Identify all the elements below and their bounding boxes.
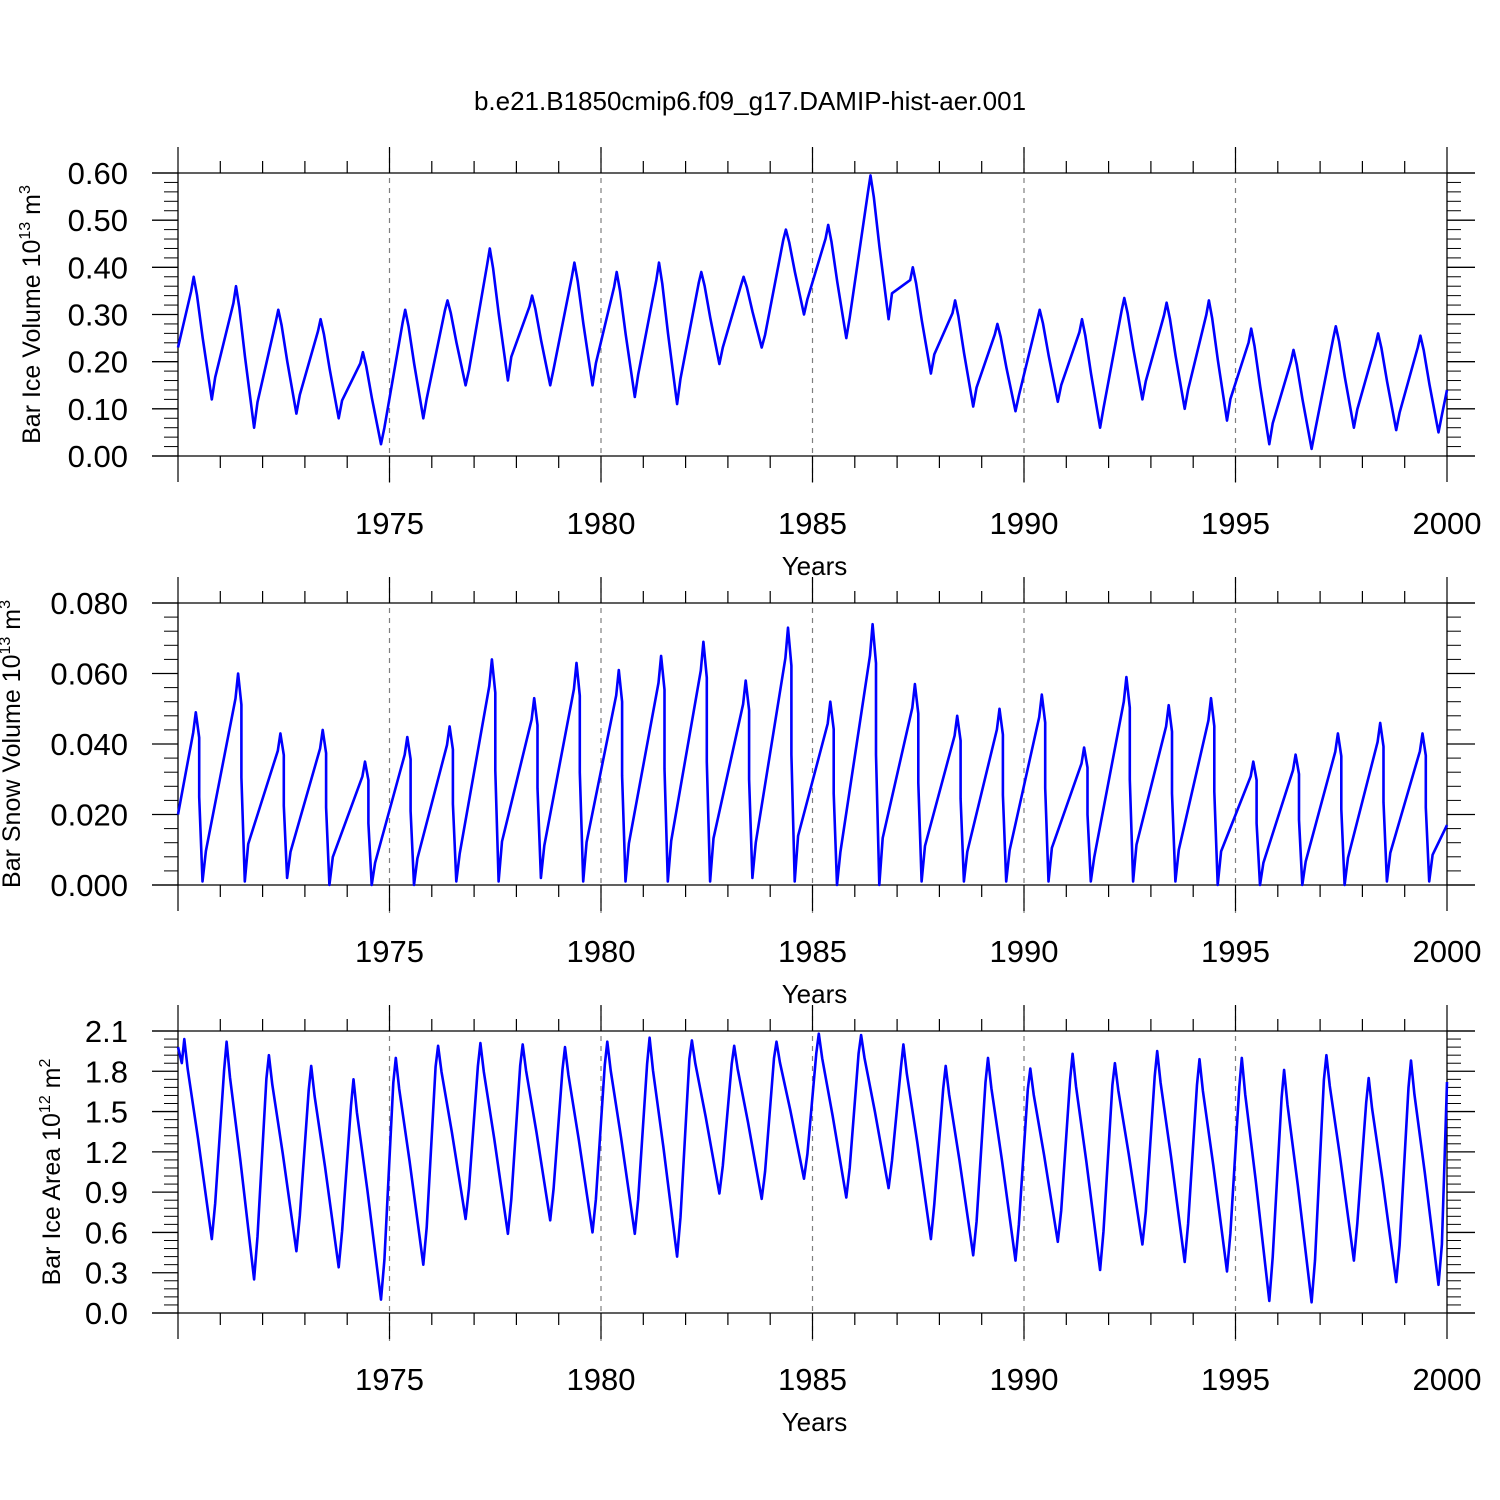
panel-ice-area: 0.0 0.3 0.6 0.9 1.2 1.5 1.8 2.1 1975 1980 1985 1990… [37,1005,1481,1437]
y-axis-label: Bar Snow Volume 1013 m3 [0,600,26,888]
y-tick-label: 0.00 [68,439,128,474]
panel-ice-volume: 0.00 0.10 0.20 0.30 0.40 0.50 0.60 1975 1980 1985… [17,147,1481,581]
y-tick-label: 0.6 [85,1215,128,1250]
y-tick-label: 0.040 [50,727,128,762]
x-tick-label: 1975 [355,506,424,541]
x-tick-label: 1990 [990,934,1059,969]
x-tick-label: 1995 [1201,934,1270,969]
x-tick-label: 1985 [778,934,847,969]
x-tick-label: 2000 [1413,506,1482,541]
x-axis-label: Years [782,551,848,581]
panel-snow-volume: 0.000 0.020 0.040 0.060 0.080 1975 1980 1985 199… [0,577,1481,1009]
y-tick-label: 0.080 [50,586,128,621]
x-tick-label: 1995 [1201,506,1270,541]
y-tick-label: 2.1 [85,1014,128,1049]
x-tick-label: 1980 [567,506,636,541]
y-axis-label: Bar Ice Volume 1013 m3 [17,185,46,444]
x-tick-label: 1990 [990,1362,1059,1397]
x-tick-label: 1985 [778,506,847,541]
y-tick-label: 0.50 [68,203,128,238]
x-tick-label: 1980 [567,934,636,969]
series-line-snow-volume [176,622,1449,887]
y-tick-label: 0.000 [50,868,128,903]
y-tick-label: 0.40 [68,250,128,285]
x-tick-label: 1975 [355,1362,424,1397]
y-tick-label: 0.3 [85,1256,128,1291]
y-tick-label: 0.9 [85,1175,128,1210]
figure-title: b.e21.B1850cmip6.f09_g17.DAMIP-hist-aer.… [474,86,1026,116]
x-axis-label: Years [782,979,848,1009]
y-tick-label: 0.10 [68,392,128,427]
x-tick-label: 1975 [355,934,424,969]
series-line-ice-volume [176,174,1449,451]
y-tick-label: 1.8 [85,1054,128,1089]
series-line-ice-area [176,1032,1449,1304]
x-axis-label: Years [782,1407,848,1437]
x-tick-label: 2000 [1413,1362,1482,1397]
x-tick-label: 2000 [1413,934,1482,969]
y-tick-label: 0.020 [50,798,128,833]
y-tick-label: 0.60 [68,156,128,191]
y-tick-label: 0.20 [68,345,128,380]
y-tick-label: 0.060 [50,657,128,692]
x-tick-label: 1980 [567,1362,636,1397]
y-tick-label: 1.2 [85,1135,128,1170]
x-tick-label: 1995 [1201,1362,1270,1397]
x-tick-label: 1990 [990,506,1059,541]
y-tick-label: 0.0 [85,1296,128,1331]
x-tick-label: 1985 [778,1362,847,1397]
y-tick-label: 1.5 [85,1095,128,1130]
y-axis-label: Bar Ice Area 1012 m2 [37,1059,66,1286]
y-tick-label: 0.30 [68,298,128,333]
